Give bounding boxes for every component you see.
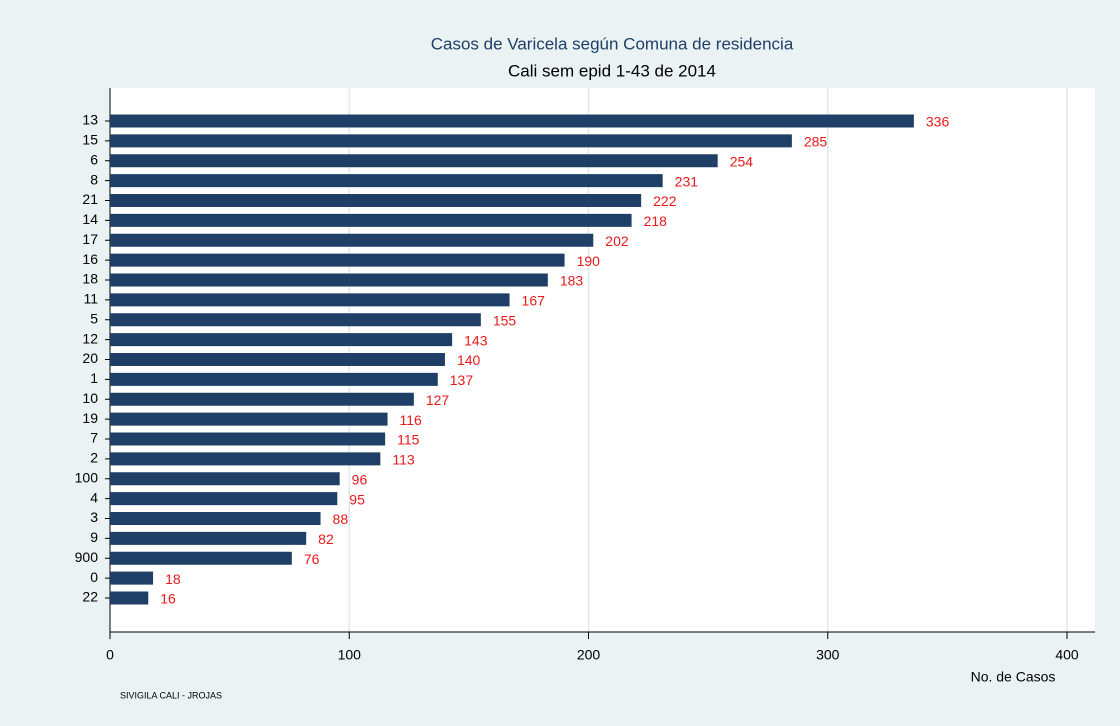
- bar: [110, 392, 414, 406]
- footer: SIVIGILA CALI - JROJAS: [120, 690, 222, 700]
- bar: [110, 154, 718, 168]
- y-tick-label: 21: [82, 191, 98, 207]
- y-tick-label: 15: [82, 132, 98, 148]
- chart-subtitle: Cali sem epid 1-43 de 2014: [508, 61, 716, 80]
- value-label: 285: [804, 134, 828, 150]
- value-label: 96: [352, 471, 368, 487]
- bar: [110, 591, 149, 605]
- y-tick-label: 9: [90, 529, 98, 545]
- value-label: 155: [493, 312, 517, 328]
- bar: [110, 512, 321, 525]
- value-label: 231: [675, 173, 699, 189]
- value-label: 127: [426, 392, 450, 408]
- value-label: 116: [400, 412, 423, 428]
- bar: [110, 213, 632, 227]
- y-tick-label: 5: [90, 310, 98, 326]
- value-label: 202: [605, 233, 629, 249]
- value-label: 218: [644, 213, 668, 229]
- y-tick-label: 14: [82, 211, 98, 227]
- bar: [110, 452, 381, 466]
- bar: [110, 551, 292, 565]
- y-tick-label: 900: [75, 549, 99, 565]
- y-tick-label: 6: [90, 151, 98, 167]
- bar: [110, 472, 340, 486]
- bar: [110, 233, 594, 247]
- value-label: 336: [926, 114, 950, 130]
- bar: [110, 412, 388, 426]
- y-tick-label: 16: [82, 251, 98, 267]
- value-label: 115: [397, 432, 420, 448]
- y-tick-label: 17: [82, 231, 98, 247]
- value-label: 254: [730, 153, 754, 169]
- value-label: 137: [450, 372, 474, 388]
- value-label: 95: [349, 491, 365, 507]
- y-tick-label: 20: [82, 350, 98, 366]
- y-tick-label: 19: [82, 410, 98, 426]
- x-tick-label: 200: [577, 647, 601, 663]
- bar: [110, 293, 510, 307]
- value-label: 183: [560, 273, 584, 289]
- x-tick-label: 0: [106, 647, 114, 663]
- y-tick-label: 7: [90, 430, 98, 446]
- bar: [110, 174, 663, 188]
- y-tick-label: 0: [90, 569, 98, 585]
- y-tick-label: 11: [83, 291, 98, 307]
- y-tick-label: 18: [82, 271, 98, 287]
- value-label: 167: [522, 293, 546, 309]
- bar: [110, 114, 914, 128]
- value-label: 76: [304, 551, 320, 567]
- bar: [110, 134, 792, 148]
- y-tick-label: 8: [90, 171, 98, 187]
- bar: [110, 571, 154, 585]
- value-label: 190: [577, 253, 601, 269]
- x-tick-label: 100: [338, 647, 362, 663]
- y-tick-label: 13: [82, 112, 98, 128]
- y-tick-label: 12: [82, 330, 98, 346]
- bar: [110, 333, 453, 347]
- bar: [110, 432, 386, 446]
- x-tick-label: 300: [816, 647, 840, 663]
- y-tick-label: 100: [75, 469, 99, 485]
- x-axis-label: No. de Casos: [971, 669, 1056, 685]
- bar: [110, 273, 548, 287]
- value-label: 113: [392, 452, 415, 468]
- bar: [110, 372, 438, 386]
- chart-title: Casos de Varicela según Comuna de reside…: [431, 34, 794, 53]
- bar: [110, 531, 307, 545]
- y-tick-label: 3: [90, 509, 98, 525]
- x-tick-label: 400: [1055, 647, 1079, 663]
- bar: [110, 253, 565, 267]
- value-label: 88: [333, 511, 349, 527]
- bar: [110, 492, 338, 506]
- value-label: 140: [457, 352, 481, 368]
- y-tick-label: 1: [90, 370, 98, 386]
- y-tick-label: 2: [90, 450, 98, 466]
- value-label: 222: [653, 193, 677, 209]
- bar: [110, 353, 445, 366]
- bar: [110, 194, 642, 207]
- value-label: 82: [318, 531, 334, 547]
- value-label: 143: [464, 332, 488, 348]
- value-label: 16: [160, 591, 176, 607]
- y-tick-label: 10: [82, 390, 98, 406]
- bar: [110, 313, 481, 327]
- y-tick-label: 22: [82, 589, 98, 605]
- y-tick-label: 4: [90, 489, 98, 505]
- value-label: 18: [165, 571, 181, 587]
